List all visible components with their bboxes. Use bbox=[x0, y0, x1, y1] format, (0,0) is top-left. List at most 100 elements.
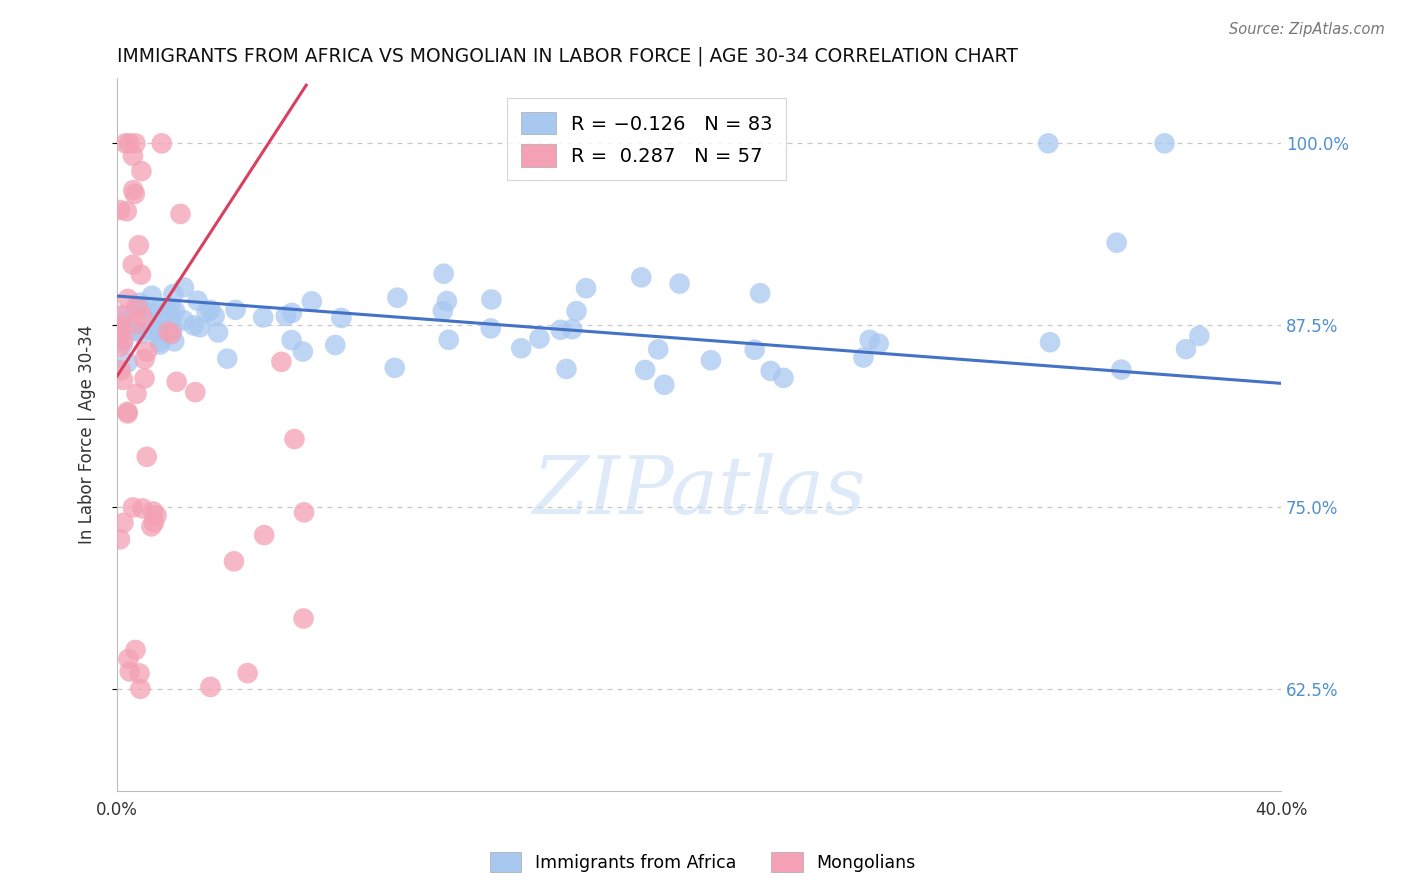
Point bbox=[700, 353, 723, 368]
Point bbox=[117, 652, 139, 666]
Point bbox=[142, 307, 165, 321]
Point bbox=[112, 333, 135, 347]
Point bbox=[668, 277, 690, 291]
Point bbox=[122, 149, 145, 163]
Point bbox=[744, 343, 766, 357]
Y-axis label: In Labor Force | Age 30-34: In Labor Force | Age 30-34 bbox=[79, 325, 96, 544]
Point bbox=[149, 319, 172, 334]
Point bbox=[121, 258, 143, 272]
Point bbox=[252, 310, 274, 325]
Point bbox=[759, 364, 782, 378]
Point bbox=[111, 316, 134, 330]
Point bbox=[122, 500, 145, 515]
Point bbox=[163, 334, 186, 349]
Point bbox=[166, 375, 188, 389]
Text: Source: ZipAtlas.com: Source: ZipAtlas.com bbox=[1229, 22, 1385, 37]
Point bbox=[1153, 136, 1175, 151]
Point bbox=[301, 294, 323, 309]
Point bbox=[200, 302, 222, 317]
Point bbox=[110, 363, 132, 377]
Point bbox=[134, 371, 156, 385]
Point bbox=[131, 164, 153, 178]
Point bbox=[184, 385, 207, 400]
Point bbox=[207, 326, 229, 340]
Point bbox=[647, 343, 669, 357]
Legend: R = −0.126   N = 83, R =  0.287   N = 57: R = −0.126 N = 83, R = 0.287 N = 57 bbox=[508, 98, 786, 180]
Point bbox=[135, 450, 157, 464]
Point bbox=[124, 643, 146, 657]
Point bbox=[149, 334, 172, 349]
Point bbox=[387, 291, 409, 305]
Point bbox=[859, 333, 882, 347]
Point bbox=[135, 344, 157, 359]
Point bbox=[1188, 329, 1211, 343]
Point bbox=[195, 305, 218, 319]
Point bbox=[118, 665, 141, 679]
Point bbox=[128, 666, 150, 681]
Text: ZIPatlas: ZIPatlas bbox=[533, 452, 866, 530]
Point bbox=[134, 352, 156, 367]
Point bbox=[111, 308, 134, 322]
Point bbox=[108, 533, 131, 547]
Point bbox=[149, 310, 172, 325]
Point bbox=[142, 504, 165, 518]
Point bbox=[159, 327, 181, 342]
Point bbox=[111, 373, 134, 387]
Point bbox=[143, 516, 166, 530]
Point bbox=[634, 363, 657, 377]
Point bbox=[868, 336, 890, 351]
Legend: Immigrants from Africa, Mongolians: Immigrants from Africa, Mongolians bbox=[484, 845, 922, 879]
Point bbox=[280, 333, 302, 347]
Point bbox=[112, 516, 135, 530]
Point bbox=[479, 321, 502, 335]
Point bbox=[270, 355, 292, 369]
Point bbox=[163, 304, 186, 318]
Point bbox=[436, 294, 458, 309]
Point bbox=[323, 338, 346, 352]
Point bbox=[652, 377, 675, 392]
Point bbox=[204, 309, 226, 323]
Point bbox=[149, 337, 172, 351]
Point bbox=[555, 362, 578, 376]
Point bbox=[292, 611, 315, 625]
Point bbox=[117, 407, 139, 421]
Point bbox=[173, 280, 195, 294]
Point bbox=[122, 183, 145, 197]
Point bbox=[129, 681, 152, 696]
Point bbox=[111, 337, 134, 351]
Point bbox=[156, 308, 179, 322]
Point bbox=[281, 306, 304, 320]
Point bbox=[225, 302, 247, 317]
Point bbox=[131, 326, 153, 341]
Point bbox=[125, 317, 148, 331]
Point bbox=[131, 501, 153, 516]
Point bbox=[129, 301, 152, 316]
Point bbox=[200, 680, 222, 694]
Point bbox=[124, 323, 146, 337]
Point bbox=[117, 292, 139, 306]
Point bbox=[432, 304, 454, 318]
Point bbox=[108, 340, 131, 354]
Point bbox=[772, 371, 794, 385]
Point bbox=[253, 528, 276, 542]
Point bbox=[283, 432, 305, 446]
Point bbox=[173, 313, 195, 327]
Point bbox=[141, 519, 163, 533]
Point bbox=[117, 405, 139, 419]
Point bbox=[129, 268, 152, 282]
Point bbox=[128, 238, 150, 252]
Point bbox=[236, 666, 259, 681]
Point bbox=[145, 508, 167, 523]
Point bbox=[749, 286, 772, 301]
Point bbox=[138, 323, 160, 337]
Point bbox=[575, 281, 598, 295]
Point bbox=[510, 341, 533, 355]
Point bbox=[128, 295, 150, 310]
Point bbox=[1039, 335, 1062, 350]
Point bbox=[217, 351, 239, 366]
Point bbox=[1111, 362, 1133, 376]
Point bbox=[114, 136, 136, 151]
Point bbox=[160, 312, 183, 326]
Point bbox=[125, 300, 148, 314]
Point bbox=[852, 351, 875, 365]
